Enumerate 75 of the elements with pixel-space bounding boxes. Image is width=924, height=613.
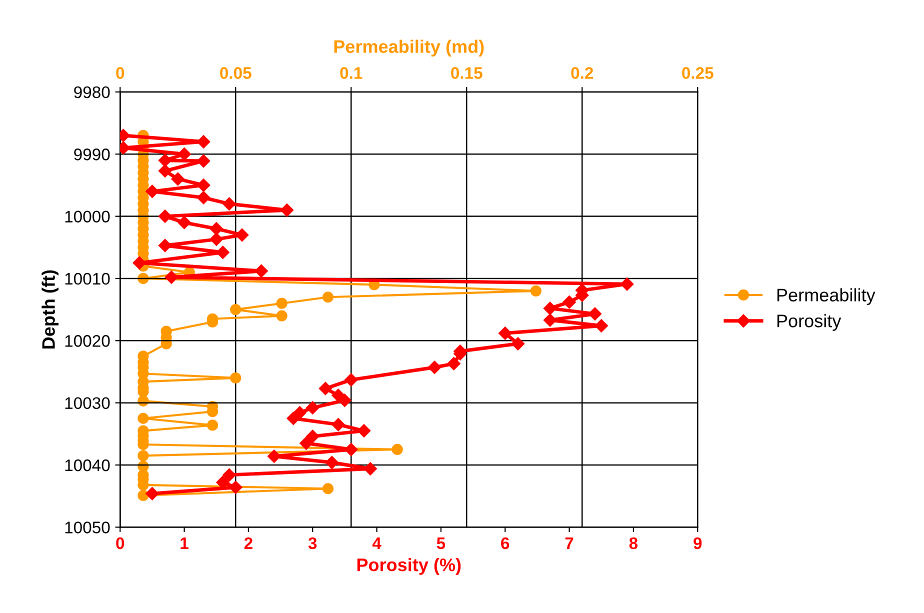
point bbox=[332, 418, 345, 432]
point bbox=[146, 184, 159, 198]
point bbox=[158, 238, 172, 252]
x2-tick-label: 0.1 bbox=[340, 67, 362, 79]
point bbox=[196, 178, 210, 192]
x-tick-label: 7 bbox=[565, 538, 574, 549]
point bbox=[498, 326, 512, 340]
point bbox=[210, 232, 223, 246]
point bbox=[428, 360, 442, 374]
x2-axis-title: Permeability (md) bbox=[334, 40, 484, 57]
point bbox=[594, 319, 608, 332]
point bbox=[216, 476, 230, 489]
point bbox=[300, 436, 313, 450]
y-tick-label: 10020 bbox=[65, 335, 110, 347]
x2-tick-label: 0.25 bbox=[682, 67, 714, 79]
point bbox=[196, 154, 210, 168]
y-tick-label: 9980 bbox=[74, 86, 110, 98]
point bbox=[132, 256, 146, 270]
x-tick-label: 3 bbox=[308, 537, 317, 550]
legend-label: Porosity bbox=[777, 314, 842, 331]
point bbox=[210, 222, 223, 236]
legend-label: Permeability bbox=[777, 288, 876, 306]
point bbox=[447, 357, 460, 370]
point bbox=[543, 314, 557, 327]
x-tick-label: 4 bbox=[372, 538, 382, 549]
point bbox=[178, 148, 191, 161]
point bbox=[306, 401, 320, 414]
y-tick-label: 10040 bbox=[65, 459, 110, 472]
x2-tick-label: 0.05 bbox=[220, 67, 252, 79]
point bbox=[146, 487, 159, 500]
point bbox=[511, 337, 525, 350]
x-tick-label: 2 bbox=[244, 537, 252, 549]
point bbox=[562, 296, 576, 309]
y-tick-label: 10010 bbox=[65, 272, 110, 285]
point bbox=[543, 302, 557, 315]
point bbox=[196, 191, 210, 204]
y-tick-label: 10050 bbox=[65, 522, 110, 534]
point bbox=[286, 412, 300, 425]
x2-tick-label: 0.2 bbox=[571, 67, 594, 79]
x-tick-label: 5 bbox=[436, 538, 446, 550]
point bbox=[164, 270, 178, 284]
point bbox=[171, 172, 184, 186]
point bbox=[254, 264, 268, 278]
x-tick-label: 6 bbox=[501, 537, 510, 550]
point bbox=[196, 135, 210, 148]
x-tick-label: 0 bbox=[116, 537, 124, 550]
point bbox=[280, 203, 294, 217]
point bbox=[222, 197, 236, 210]
y-tick-label: 9990 bbox=[74, 148, 110, 160]
point bbox=[268, 450, 281, 463]
x-axis-title: Porosity (%) bbox=[357, 558, 461, 575]
point bbox=[344, 442, 358, 456]
x2-tick-label: 0.15 bbox=[451, 67, 482, 79]
point bbox=[158, 164, 172, 178]
point bbox=[325, 456, 338, 470]
point bbox=[620, 277, 634, 291]
x-tick-label: 8 bbox=[629, 537, 638, 550]
y-tick-label: 10000 bbox=[65, 210, 110, 223]
point bbox=[222, 468, 236, 482]
y-tick-label: 10030 bbox=[65, 397, 110, 410]
point bbox=[364, 462, 377, 476]
point bbox=[229, 480, 242, 494]
point bbox=[588, 307, 602, 321]
y-axis-title: Depth (ft) bbox=[42, 270, 58, 348]
point bbox=[357, 424, 371, 438]
x-tick-label: 9 bbox=[694, 537, 702, 550]
point bbox=[158, 154, 172, 167]
point bbox=[216, 246, 230, 259]
point bbox=[178, 216, 191, 230]
x-tick-label: 1 bbox=[180, 538, 188, 549]
point bbox=[344, 373, 358, 386]
x2-tick-label: 0 bbox=[116, 67, 124, 79]
point bbox=[318, 382, 332, 396]
point bbox=[306, 430, 320, 443]
point bbox=[158, 210, 172, 223]
